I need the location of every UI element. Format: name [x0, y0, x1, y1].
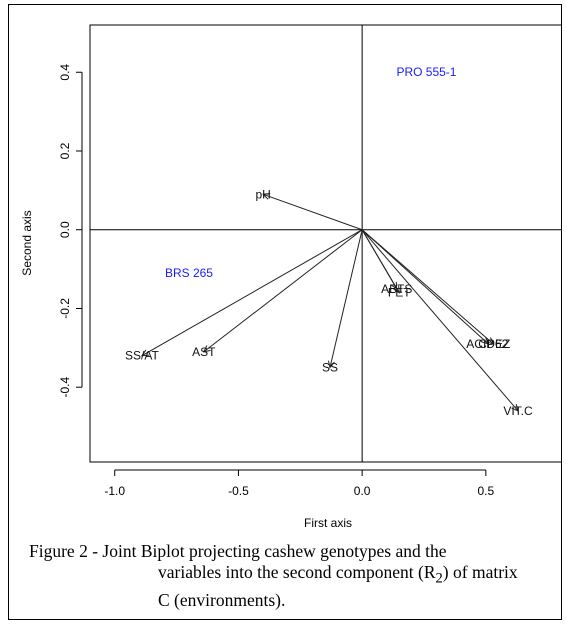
arrow-vit-c — [361, 229, 519, 412]
x-tick-label: 0.0 — [354, 484, 371, 498]
caption-line2: variables into the second component (R2)… — [29, 562, 559, 590]
reference-lines — [90, 25, 561, 462]
arrow-ast — [203, 229, 363, 353]
x-axis-ticks: -1.0 -0.5 0.0 0.5 — [104, 469, 494, 498]
caption-line2-pre: variables into the second component (R — [158, 562, 436, 582]
x-tick-label: -1.0 — [104, 484, 125, 498]
caption-line1: Joint Biplot projecting cashew genotypes… — [102, 541, 447, 561]
arrowhead-ast — [202, 345, 211, 353]
arrowhead-vit-c — [511, 403, 519, 412]
y-tick-label: 0.4 — [58, 64, 72, 81]
arrow-ss — [329, 229, 363, 368]
arrow-acidez — [361, 229, 489, 345]
x-axis-label: First axis — [304, 516, 352, 530]
y-tick-label: 0.0 — [58, 221, 72, 238]
arrow-ph — [263, 193, 363, 231]
variable-label-abts: ABTS — [381, 282, 412, 296]
arrow-ss-at — [141, 229, 363, 357]
arrowhead-cp62 — [486, 337, 495, 345]
arrowhead-ph — [262, 193, 271, 200]
y-axis-label: Second axis — [20, 210, 34, 275]
figure-frame: pH SS/AT AST SS ABTS FET ACIDEZ CP62 VIT.C PRO 55… — [8, 4, 562, 620]
variable-label-vit-c: VIT.C — [503, 404, 533, 418]
plot-area-border — [89, 24, 561, 463]
arrowhead-fet — [393, 285, 400, 294]
figure-caption: Figure 2 - Joint Biplot projecting cashe… — [29, 541, 559, 611]
arrow-fet — [361, 229, 400, 293]
arrowhead-acidez — [481, 337, 490, 345]
genotype-label-brs-265: BRS 265 — [165, 266, 213, 280]
variable-label-acidez: ACIDEZ — [466, 337, 510, 351]
variable-arrows — [140, 193, 519, 412]
arrowhead-ss-at — [140, 349, 149, 357]
y-tick-label: -0.4 — [58, 377, 72, 398]
y-tick-label: -0.2 — [58, 298, 72, 319]
x-tick-label: 0.5 — [477, 484, 494, 498]
y-tick-label: 0.2 — [58, 142, 72, 159]
caption-subscript: 2 — [435, 570, 443, 587]
arrowhead-ss — [327, 360, 335, 369]
genotype-label-pro-555-1: PRO 555-1 — [396, 65, 456, 79]
variable-label-ast: AST — [192, 345, 216, 359]
x-tick-label: -0.5 — [228, 484, 249, 498]
variable-label-fet: FET — [388, 286, 411, 300]
arrow-cp62 — [361, 229, 494, 345]
caption-lead: Figure 2 - — [29, 541, 103, 561]
variable-label-ss-at: SS/AT — [125, 349, 159, 363]
caption-line3: C (environments). — [158, 589, 286, 610]
y-axis-ticks: 0.4 0.2 0.0 -0.2 -0.4 — [58, 64, 83, 398]
caption-line2-post: ) of matrix — [442, 562, 518, 582]
variable-label-cp62: CP62 — [478, 337, 508, 351]
variable-label-ss: SS — [322, 361, 338, 375]
variable-label-ph: pH — [256, 187, 271, 201]
